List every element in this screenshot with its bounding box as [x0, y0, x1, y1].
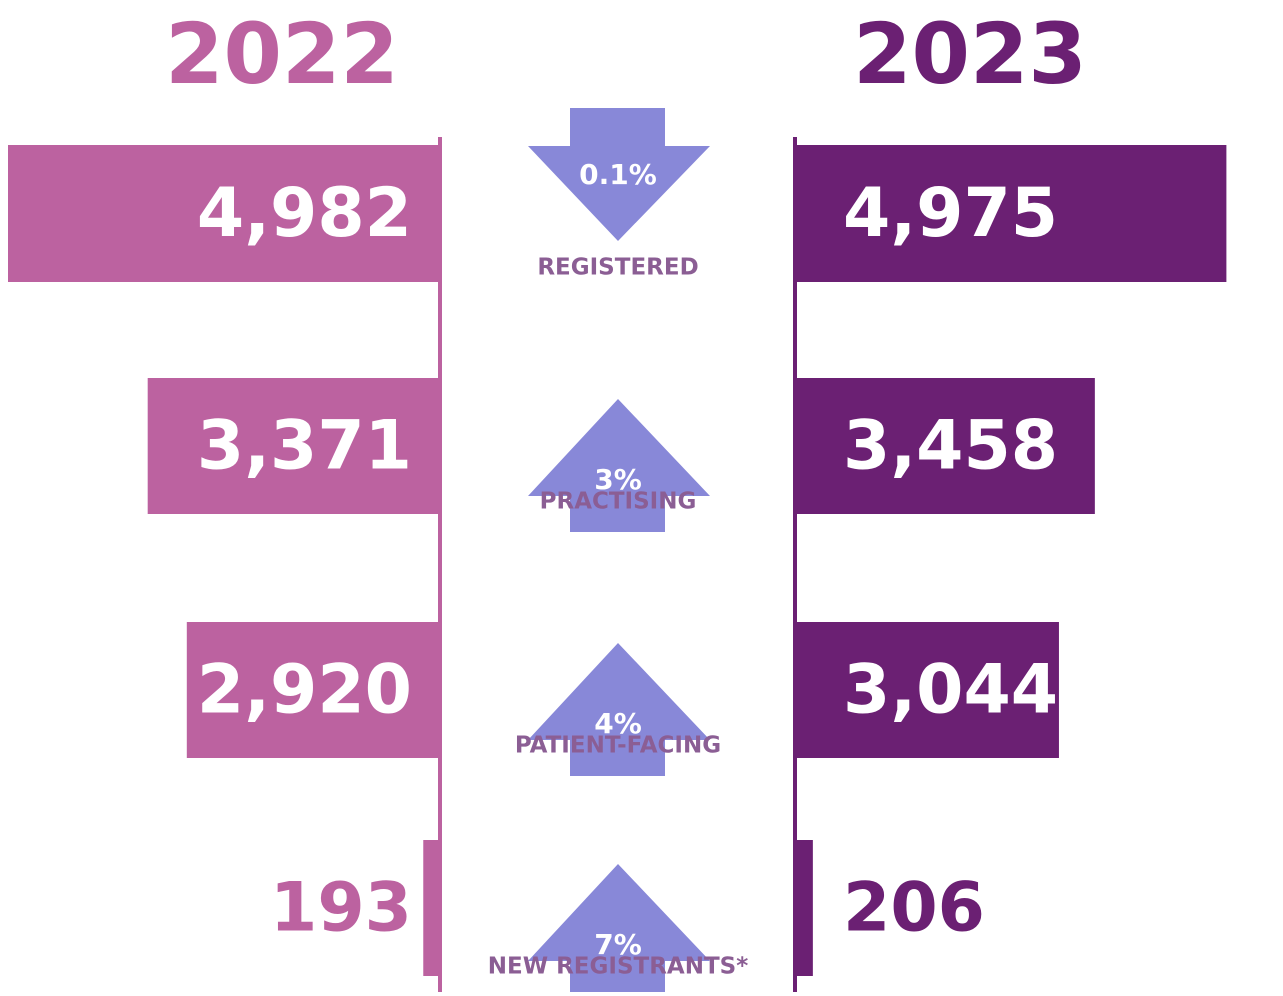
value-label: 3,044 [843, 651, 1058, 730]
category-label: REGISTERED [537, 255, 698, 281]
value-label: 4,975 [843, 174, 1058, 253]
value-label: 206 [843, 869, 985, 948]
value-label: 193 [270, 869, 412, 948]
change-label: 0.1% [579, 158, 657, 191]
change-arrow [528, 864, 710, 996]
series-title: 2022 [165, 5, 399, 103]
category-label: PATIENT-FACING [515, 733, 721, 759]
bar [8, 145, 440, 282]
category-label: PRACTISING [540, 489, 697, 515]
bar [795, 145, 1227, 282]
category-label: NEW REGISTRANTS* [488, 954, 749, 980]
change-arrow [528, 399, 710, 532]
change-label: 3% [594, 463, 642, 496]
value-label: 4,982 [197, 174, 412, 253]
change-arrow [528, 108, 710, 241]
value-label: 3,371 [197, 407, 412, 486]
bar [795, 840, 813, 976]
bar [186, 622, 440, 758]
series-title: 2023 [853, 5, 1087, 103]
change-arrow [528, 643, 710, 776]
bar [147, 378, 440, 514]
bar [795, 622, 1059, 758]
change-label: 7% [594, 928, 642, 961]
bar [795, 378, 1095, 514]
change-label: 4% [594, 707, 642, 740]
value-label: 2,920 [197, 651, 412, 730]
bar [423, 840, 440, 976]
value-label: 3,458 [843, 407, 1058, 486]
